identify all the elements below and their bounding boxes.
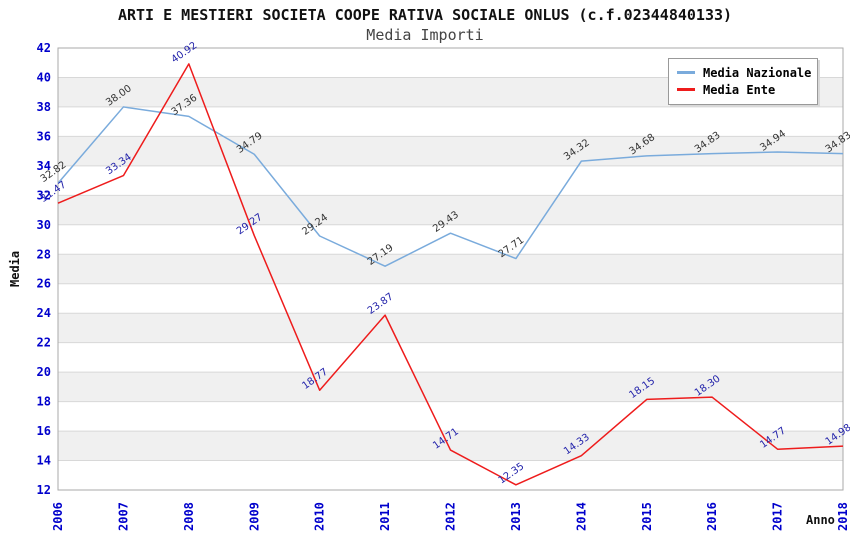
line-swatch-icon [677,71,695,74]
x-axis-tick: 2012 [444,502,458,531]
x-axis-tick: 2017 [771,502,785,531]
plot-band [58,460,843,490]
y-axis-tick: 20 [37,365,51,379]
x-axis-tick: 2010 [313,502,327,531]
line-swatch-icon [677,88,695,91]
y-axis-tick: 36 [37,129,51,143]
plot-band [58,342,843,373]
plot-band [58,195,843,225]
y-axis-tick: 18 [37,395,51,409]
legend: Media Nazionale Media Ente [668,58,818,105]
legend-label: Media Ente [703,82,776,97]
plot-border [57,47,844,491]
x-axis-tick: 2006 [51,502,65,531]
x-axis-tick: 2016 [705,502,719,531]
series-line-media-ente [57,63,844,486]
y-axis-tick: 30 [37,218,51,232]
y-axis-tick: 38 [37,100,51,114]
legend-label: Media Nazionale [703,65,812,80]
x-axis-tick: 2007 [116,502,130,531]
y-axis-label: Media [8,250,22,287]
chart-subtitle: Media Importi [366,26,484,44]
plot-band [58,106,843,137]
y-axis-tick: 42 [37,41,51,55]
y-axis-tick: 40 [37,70,51,84]
plot-band [58,254,843,284]
x-axis-tick: 2011 [378,502,392,531]
y-axis-tick: 16 [37,424,51,438]
x-axis-tick: 2008 [182,502,196,531]
chart-title: ARTI E MESTIERI SOCIETA COOPE RATIVA SOC… [117,6,733,24]
y-axis-tick: 22 [37,336,51,350]
plot-band [58,165,843,196]
series-line-media-nazionale [57,106,844,267]
plot-band [58,283,843,314]
y-axis-tick: 12 [37,483,51,497]
x-axis-tick: 2018 [836,502,850,531]
y-axis-tick: 14 [37,454,51,468]
y-axis-tick: 26 [37,277,51,291]
x-axis-tick: 2013 [509,502,523,531]
plot-band [58,224,843,255]
plot-band [58,431,843,461]
plot-band [58,313,843,343]
y-axis-tick: 24 [37,306,51,320]
legend-item-media-nazionale: Media Nazionale [677,64,812,81]
legend-item-media-ente: Media Ente [677,81,809,98]
x-axis-tick: 2014 [574,502,588,531]
y-axis-tick: 34 [37,159,51,173]
plot-band [58,372,843,402]
x-axis-label: Anno [806,513,835,527]
x-axis-tick: 2009 [247,502,261,531]
y-axis-tick: 28 [37,247,51,261]
plot-band [58,136,843,166]
x-axis-tick: 2015 [640,502,654,531]
y-axis-tick: 32 [37,188,51,202]
plot-band [58,401,843,432]
